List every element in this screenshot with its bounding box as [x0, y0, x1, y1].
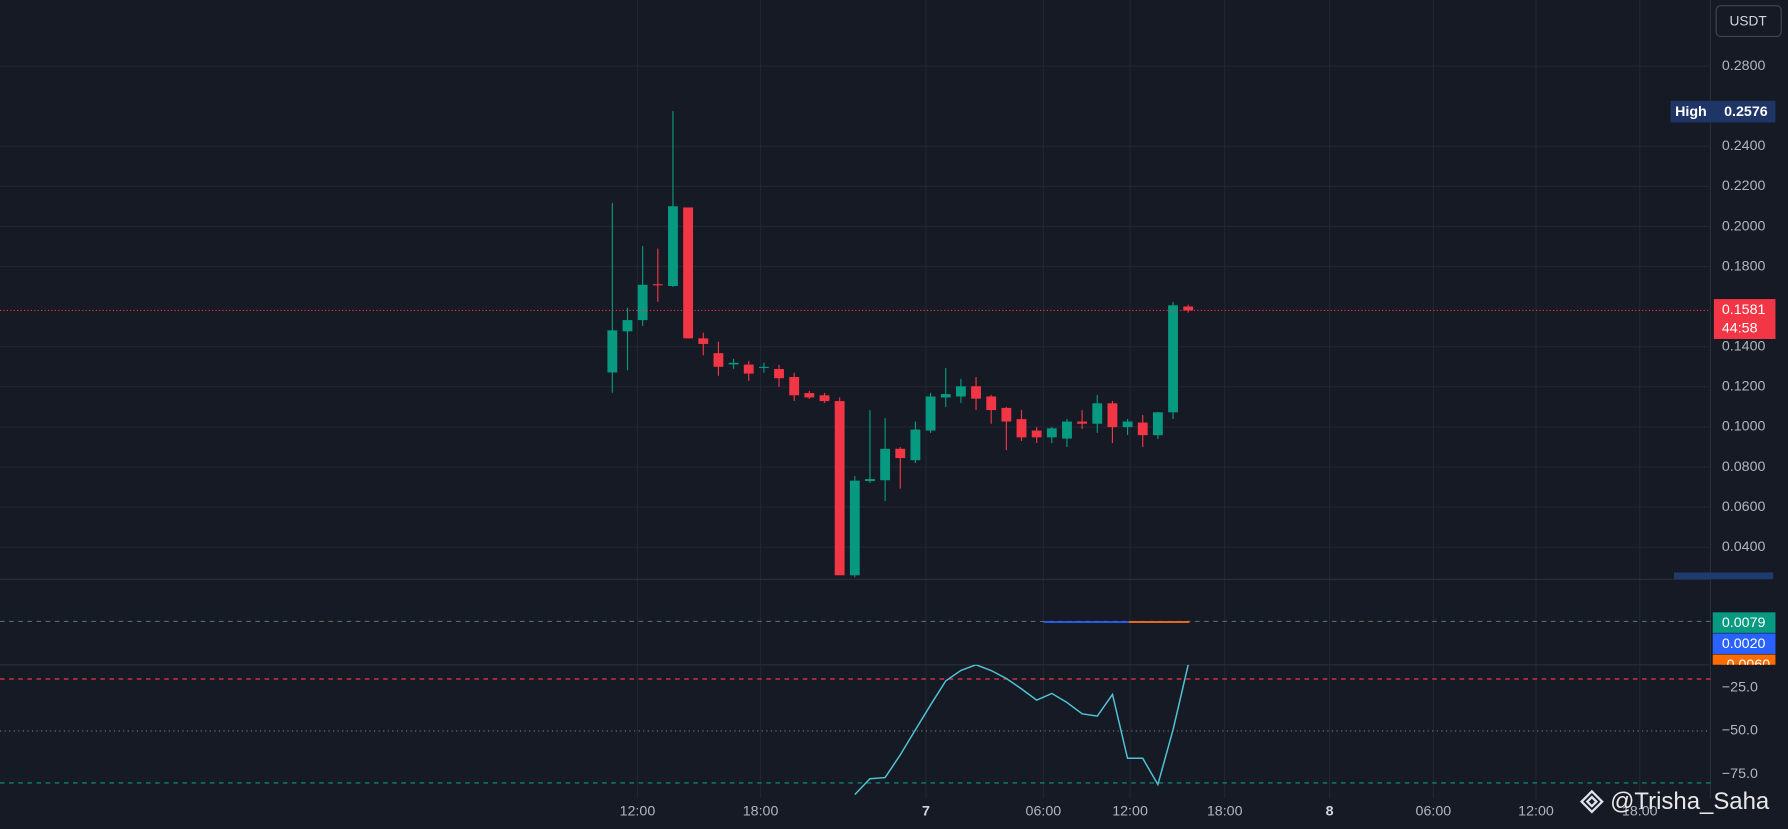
- watermark-text: @Trisha_Saha: [1610, 788, 1770, 815]
- candle-body: [1062, 421, 1072, 439]
- y-tick-label: 0.1800: [1722, 258, 1766, 274]
- williams-pane: [0, 664, 1711, 796]
- candle-body: [849, 480, 860, 576]
- candle-body: [986, 396, 997, 411]
- price-pane: [0, 111, 1711, 578]
- macd-labels: 0.0079 0.0020 -0.0060: [1712, 612, 1776, 673]
- candle-body: [1183, 306, 1194, 311]
- hidden-axis-label: [1673, 572, 1774, 580]
- candle-body: [652, 284, 663, 286]
- currency-button[interactable]: [1715, 5, 1782, 38]
- candle-body: [1168, 305, 1178, 413]
- axis: 0.2800 0.2400 0.2200 0.2000 0.1800 0.1400 0.12…: [620, 58, 1776, 820]
- high-label: High: [1675, 104, 1707, 120]
- candle-body: [834, 401, 845, 576]
- macd-value-label: -0.0060: [1722, 657, 1770, 673]
- candle-body: [713, 353, 724, 367]
- candle-body: [1152, 412, 1163, 436]
- y-tick-label: 0.0600: [1722, 499, 1766, 515]
- candle-body: [819, 395, 830, 402]
- candle-body: [895, 448, 906, 459]
- watermark-logo: [1579, 789, 1604, 814]
- candle-body: [607, 330, 618, 373]
- y-tick-label: 0.2200: [1722, 178, 1766, 194]
- x-tick-label: 12:00: [620, 804, 656, 820]
- williams-line: [854, 664, 1189, 796]
- candle-body: [774, 369, 784, 379]
- y-tick-label: 0.1400: [1722, 339, 1766, 355]
- y-tick-label: 0.2000: [1722, 218, 1766, 234]
- candle-body: [865, 479, 875, 482]
- high-value: 0.2576: [1724, 104, 1768, 120]
- candle-body: [940, 394, 951, 398]
- candle-body: [1122, 421, 1133, 428]
- candle-body: [728, 362, 739, 365]
- x-tick-label: 06:00: [1416, 804, 1452, 820]
- w-tick-label: −25.0: [1722, 679, 1758, 695]
- candle-body: [880, 448, 891, 481]
- countdown-label: 44:58: [1722, 320, 1758, 336]
- y-tick-label: 0.1000: [1722, 419, 1766, 435]
- y-tick-label: 0.2400: [1722, 138, 1766, 154]
- y-tick-label: 0.0400: [1722, 539, 1766, 555]
- candle-body: [698, 338, 709, 344]
- w-tick-label: −50.0: [1722, 723, 1758, 739]
- x-tick-label: 18:00: [743, 804, 779, 820]
- last-price-label: 0.1581: [1722, 302, 1766, 318]
- candle-body: [955, 386, 966, 397]
- currency-label: USDT: [1729, 13, 1767, 28]
- candle-body: [668, 206, 678, 287]
- candle-body: [1107, 403, 1118, 428]
- candle-body: [1031, 430, 1042, 438]
- macd-value-box: [1712, 654, 1776, 665]
- y-tick-label: 0.0800: [1722, 459, 1766, 475]
- candle-body: [637, 284, 648, 321]
- macd-pane: [0, 620, 1711, 623]
- macd-value-box: [1712, 633, 1776, 654]
- y-tick-label: 0.2800: [1722, 58, 1766, 74]
- w-tick-label: −75.0: [1722, 766, 1758, 782]
- macd-value-label: 0.0079: [1722, 615, 1766, 631]
- candle-body: [758, 366, 769, 368]
- w-lines: [854, 664, 1189, 796]
- macd-value-box: [1712, 612, 1776, 633]
- candle-body: [804, 393, 815, 398]
- x-tick-label: 06:00: [1026, 804, 1062, 820]
- x-tick-label: 7: [922, 804, 930, 820]
- candle-body: [683, 207, 694, 339]
- candle-body: [910, 429, 921, 461]
- high-box: [1670, 100, 1776, 123]
- candle-body: [789, 377, 800, 396]
- watermark: @Trisha_Saha: [1579, 788, 1770, 815]
- candle-body: [1092, 403, 1103, 424]
- candle-body: [743, 364, 754, 374]
- x-tick-label: 8: [1326, 804, 1334, 820]
- x-tick-label: 12:00: [1518, 804, 1554, 820]
- candle-body: [1001, 407, 1012, 422]
- candle-body: [1137, 422, 1148, 436]
- x-tick-label: 18:00: [1622, 804, 1658, 820]
- candle-body: [925, 396, 936, 431]
- y-tick-label: 0.1200: [1722, 379, 1766, 395]
- candle-body: [1077, 421, 1088, 424]
- candle-body: [622, 320, 633, 332]
- macd-value-label: 0.0020: [1722, 636, 1766, 652]
- candle-body: [971, 386, 981, 399]
- candle-body: [1046, 428, 1057, 438]
- x-tick-label: 12:00: [1112, 804, 1148, 820]
- candle-body: [1016, 419, 1027, 438]
- x-tick-label: 18:00: [1207, 804, 1243, 820]
- last-price-box: [1713, 299, 1776, 339]
